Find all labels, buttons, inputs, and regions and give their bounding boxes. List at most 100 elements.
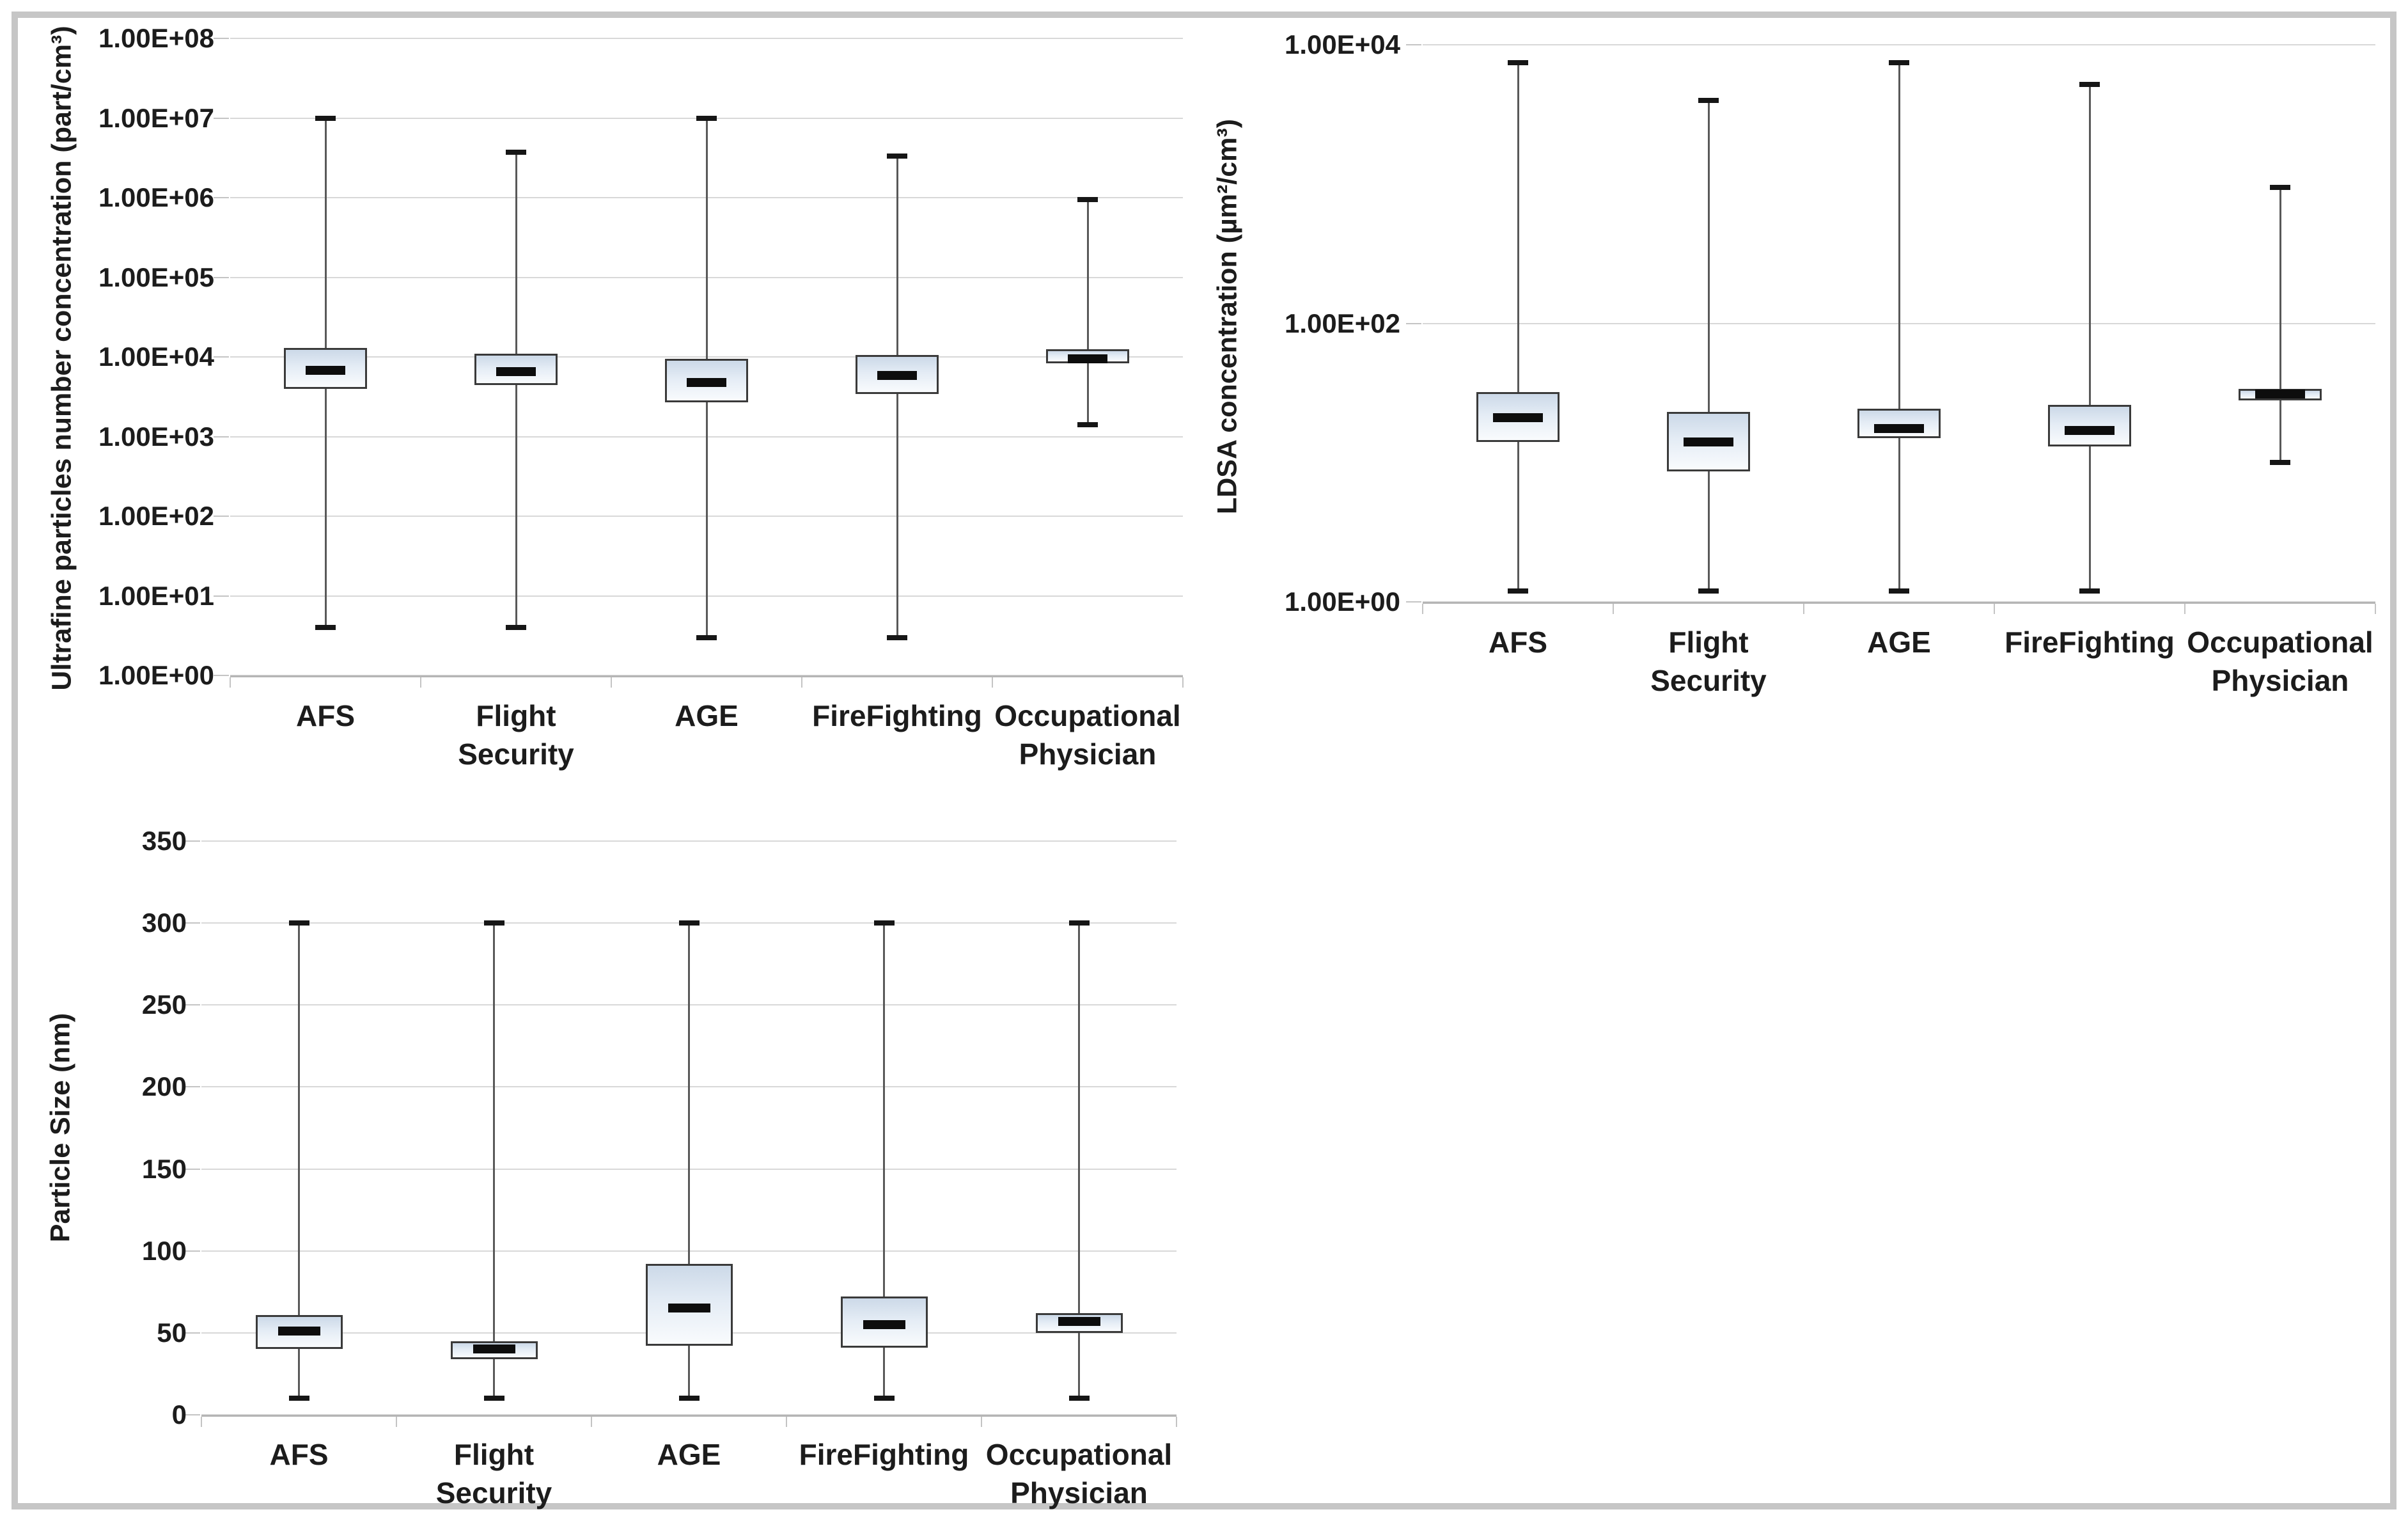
category-label: Occupational Physician (2187, 626, 2373, 697)
category-label: AGE (657, 1438, 721, 1471)
whisker-line (493, 923, 495, 1399)
whisker-max-cap (887, 154, 907, 159)
y-axis-tick (214, 595, 229, 597)
whisker-line (2088, 84, 2091, 591)
y-tick-label: 150 (141, 1153, 187, 1184)
y-axis-tick (214, 117, 229, 119)
whisker-min-cap (483, 1396, 504, 1401)
x-axis-tick (420, 677, 421, 688)
x-axis-tick (2375, 604, 2376, 614)
y-tick-label: 50 (157, 1317, 187, 1348)
y-tick-label: 350 (141, 826, 187, 856)
category-label: Flight Security (458, 699, 574, 771)
y-tick-label: 1.00E+06 (98, 182, 214, 212)
whisker-line (1086, 199, 1089, 425)
whisker-min-cap (678, 1396, 700, 1401)
x-axis-tick (396, 1417, 397, 1427)
y-tick-label: 1.00E+02 (98, 501, 214, 531)
median-dash (863, 1320, 905, 1330)
whisker-min-cap (1698, 588, 1719, 594)
median-dash (687, 377, 726, 387)
category-label: Occupational Physician (985, 1438, 1173, 1509)
whisker-max-cap (1068, 920, 1090, 926)
whisker-line (883, 923, 885, 1399)
y-axis-tick (1406, 44, 1421, 45)
y-axis-tick (214, 276, 229, 278)
whisker-min-cap (2079, 588, 2100, 594)
median-dash (2065, 426, 2115, 436)
median-dash (877, 370, 917, 380)
whisker-max-cap (2270, 184, 2290, 190)
x-axis-tick (1613, 604, 1614, 614)
x-axis-tick (1422, 604, 1423, 614)
x-axis-line (1423, 602, 2375, 604)
whisker-line (1707, 100, 1710, 591)
y-axis-tick (214, 516, 229, 517)
whisker-min-cap (2270, 460, 2290, 466)
gridline (201, 840, 1177, 842)
median-dash (1493, 413, 1543, 423)
x-axis-tick (591, 1417, 592, 1427)
y-axis-tick (185, 1004, 200, 1006)
iqr-box (2048, 404, 2131, 447)
y-tick-label: 1.00E+04 (1284, 29, 1400, 59)
category-label: FireFighting (812, 699, 982, 732)
y-tick-label: 1.00E+05 (98, 262, 214, 292)
whisker-max-cap (506, 150, 526, 155)
y-tick-label: 200 (141, 1071, 187, 1102)
y-axis-tick (185, 840, 200, 842)
y-tick-label: 1.00E+00 (1284, 587, 1400, 617)
x-axis-tick (1176, 1417, 1177, 1427)
whisker-line (515, 152, 517, 628)
whisker-max-cap (1077, 196, 1098, 202)
gridline (230, 38, 1183, 39)
y-axis-tick (185, 1168, 200, 1170)
y-tick-label: 1.00E+08 (98, 23, 214, 53)
whisker-line (688, 923, 690, 1399)
category-label: FireFighting (799, 1438, 969, 1471)
whisker-max-cap (696, 115, 717, 121)
y-tick-label: 0 (171, 1399, 187, 1430)
particle-size-y-axis-title: Particle Size (nm) (45, 1013, 76, 1243)
median-dash (1058, 1316, 1100, 1326)
whisker-min-cap (1077, 422, 1098, 428)
whisker-min-cap (506, 625, 526, 631)
whisker-line (2279, 187, 2281, 463)
y-tick-label: 1.00E+02 (1284, 308, 1400, 338)
whisker-line (298, 923, 300, 1399)
category-label: AFS (269, 1438, 329, 1471)
y-axis-tick (185, 1414, 200, 1415)
x-axis-line (201, 1415, 1177, 1417)
whisker-line (1517, 63, 1519, 591)
y-tick-label: 250 (141, 989, 187, 1020)
y-axis-tick (214, 356, 229, 358)
median-dash (473, 1344, 515, 1354)
x-axis-tick (1803, 604, 1804, 614)
median-dash (668, 1304, 710, 1313)
x-axis-tick (992, 677, 993, 688)
median-dash (2255, 390, 2305, 399)
y-axis-tick (185, 1332, 200, 1334)
whisker-max-cap (288, 920, 309, 926)
x-axis-tick (230, 677, 231, 688)
y-tick-label: 1.00E+00 (98, 660, 214, 690)
category-label: AFS (1489, 626, 1547, 659)
whisker-min-cap (887, 634, 907, 640)
whisker-min-cap (1068, 1396, 1090, 1401)
x-axis-tick (1994, 604, 1995, 614)
y-tick-label: 1.00E+04 (98, 342, 214, 372)
category-label: AGE (1867, 626, 1931, 659)
y-axis-tick (214, 675, 229, 676)
whisker-min-cap (315, 625, 336, 631)
x-axis-tick (786, 1417, 787, 1427)
gridline (1423, 44, 2375, 45)
x-axis-tick (2184, 604, 2185, 614)
y-tick-label: 100 (141, 1235, 187, 1266)
y-tick-label: 300 (141, 908, 187, 938)
whisker-line (1078, 923, 1080, 1399)
y-axis-tick (185, 1250, 200, 1252)
x-axis-tick (801, 677, 802, 688)
category-label: Flight Security (1650, 626, 1767, 697)
whisker-max-cap (483, 920, 504, 926)
